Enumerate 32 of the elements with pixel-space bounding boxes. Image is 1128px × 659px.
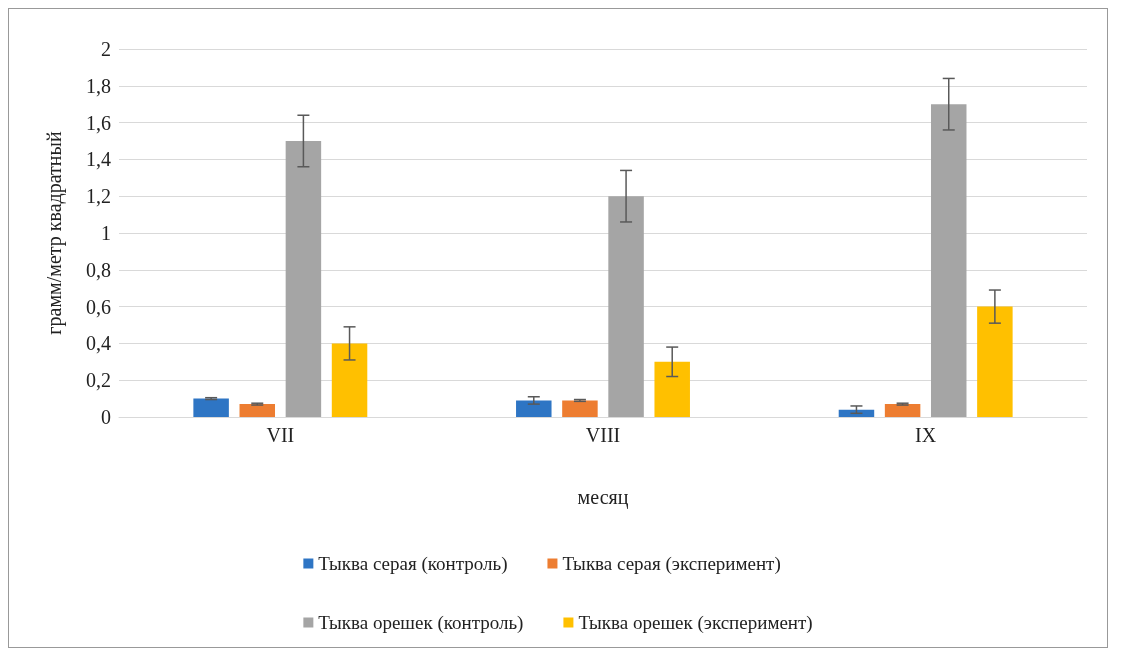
y-tick-label: 1,8 (86, 74, 111, 97)
y-tick-label: 0,8 (86, 258, 111, 281)
x-tick-label: IX (915, 424, 937, 446)
bar (239, 404, 276, 417)
x-tick-label: VIII (585, 424, 621, 446)
y-tick-label: 0 (101, 406, 111, 428)
legend-label: Тыква серая (эксперимент) (562, 553, 781, 575)
x-axis-title: месяц (577, 486, 629, 509)
bar (562, 400, 598, 417)
bar (654, 361, 690, 417)
y-tick-label: 0,4 (86, 332, 111, 355)
y-tick-label: 1,2 (86, 185, 111, 208)
y-tick-label: 2 (101, 38, 111, 60)
legend-label: Тыква орешек (эксперимент) (578, 612, 813, 634)
bar (331, 343, 368, 417)
bar (930, 104, 967, 417)
bar (977, 306, 1013, 417)
y-tick-label: 0,2 (86, 369, 111, 392)
bar (516, 400, 552, 417)
bar (285, 141, 322, 417)
legend-label: Тыква орешек (контроль) (318, 612, 524, 634)
y-tick-label: 0,6 (86, 295, 111, 318)
y-tick-label: 1,6 (86, 111, 111, 134)
y-tick-label: 1 (101, 222, 111, 244)
bar (884, 404, 921, 417)
y-tick-label: 1,4 (86, 148, 111, 171)
bar (193, 398, 229, 417)
bar (608, 196, 644, 417)
x-tick-label: VII (266, 424, 295, 446)
y-axis-title: грамм/метр квадратный (43, 131, 66, 335)
bar (838, 409, 875, 417)
legend-label: Тыква серая (контроль) (318, 553, 508, 575)
